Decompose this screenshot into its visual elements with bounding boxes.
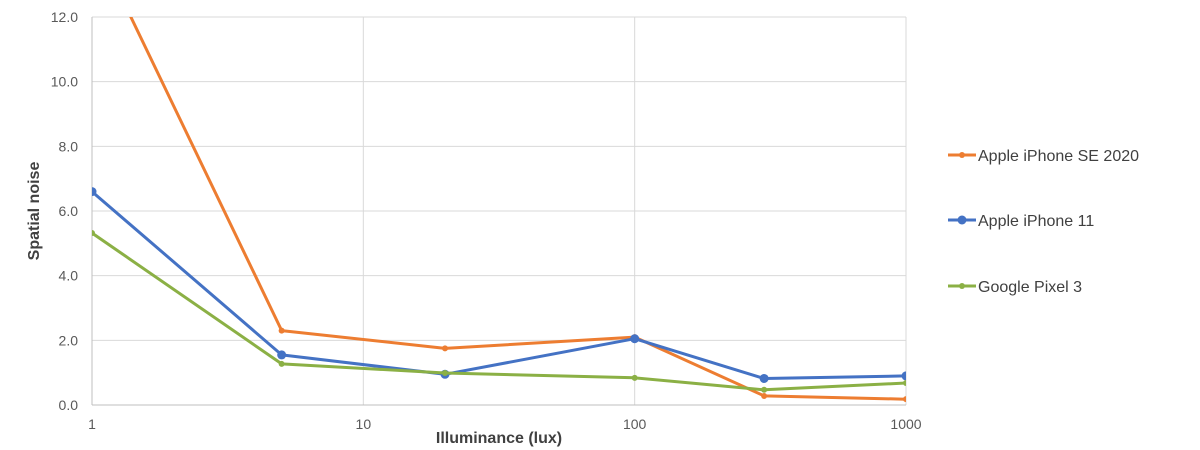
data-point <box>631 374 638 381</box>
legend: Apple iPhone SE 2020 Apple iPhone 11 Googl… <box>948 148 1139 296</box>
data-point <box>92 229 95 236</box>
series-1 <box>129 17 906 403</box>
data-point <box>761 392 768 399</box>
x-axis-title: Illuminance (lux) <box>436 430 562 447</box>
y-tick-label: 12.0 <box>51 9 78 25</box>
series-line <box>92 190 906 380</box>
data-point <box>442 345 449 352</box>
series-3 <box>92 229 906 393</box>
x-tick-label: 100 <box>623 416 647 432</box>
data-point <box>278 360 285 367</box>
y-axis-title: Spatial noise <box>26 162 43 261</box>
data-point <box>761 386 768 393</box>
data-point <box>277 350 287 360</box>
series-line <box>92 231 906 392</box>
legend-label: Apple iPhone 11 <box>978 213 1094 230</box>
series-layer <box>92 17 906 403</box>
legend-entry: Apple iPhone 11 <box>948 213 1094 230</box>
data-point <box>278 327 285 334</box>
data-point <box>442 369 449 376</box>
y-tick-label: 2.0 <box>59 332 79 348</box>
legend-swatch-marker <box>959 152 965 158</box>
legend-entry: Google Pixel 3 <box>948 279 1082 296</box>
y-tick-label: 6.0 <box>59 203 79 219</box>
gridlines <box>92 16 907 405</box>
data-point <box>903 380 906 387</box>
data-point <box>903 396 906 403</box>
y-tick-label: 8.0 <box>59 138 79 154</box>
legend-entry: Apple iPhone SE 2020 <box>948 148 1139 165</box>
data-point <box>630 334 640 344</box>
y-tick-label: 0.0 <box>59 397 79 413</box>
data-point <box>92 187 97 197</box>
x-tick-label: 1000 <box>890 416 921 432</box>
tick-labels: 0.0 2.0 4.0 6.0 8.0 10.0 12.0 1 10 100 1000 <box>51 9 922 432</box>
x-tick-label: 10 <box>356 416 372 432</box>
data-point <box>901 371 906 381</box>
series-2 <box>92 187 906 383</box>
axes <box>91 17 906 406</box>
x-tick-label: 1 <box>88 416 96 432</box>
y-tick-label: 10.0 <box>51 74 78 90</box>
legend-label: Apple iPhone SE 2020 <box>978 148 1139 165</box>
legend-label: Google Pixel 3 <box>978 279 1082 296</box>
data-point <box>759 373 769 383</box>
legend-swatch-marker <box>957 215 967 225</box>
legend-swatch-marker <box>959 283 965 289</box>
y-tick-label: 4.0 <box>59 268 79 284</box>
series-line <box>129 17 906 401</box>
